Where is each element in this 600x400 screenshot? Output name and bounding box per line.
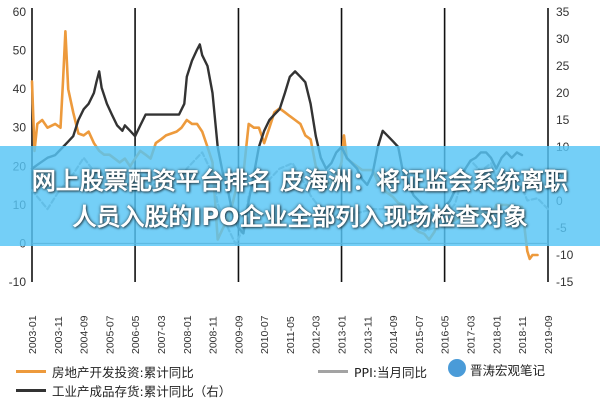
left-tick-label: 50 — [13, 44, 27, 58]
legend-swatch-ppi — [318, 370, 348, 373]
source-watermark: 晋涛宏观笔记 — [470, 363, 546, 378]
legend-label-inventory: 工业产成品存货:累计同比（右） — [52, 384, 232, 399]
right-tick-label: 30 — [556, 32, 570, 46]
x-tick-label: 2008-01 — [182, 315, 194, 354]
x-tick-label: 2017-03 — [466, 315, 478, 354]
legend-swatch-real-estate — [16, 370, 46, 373]
headline-banner[interactable]: 网上股票配资平台排名 皮海洲：将证监会系统离职 人员入股的IPO企业全部列入现场… — [0, 146, 600, 246]
x-tick-label: 2009-09 — [233, 315, 245, 354]
x-tick-label: 2018-01 — [491, 315, 503, 354]
right-tick-label: 35 — [556, 5, 570, 19]
x-tick-label: 2006-05 — [130, 315, 142, 354]
x-tick-label: 2014-09 — [388, 315, 400, 354]
x-tick-label: 2018-11 — [517, 316, 529, 354]
x-tick-label: 2015-07 — [414, 315, 426, 354]
left-tick-label: 40 — [13, 82, 27, 96]
x-tick-label: 2016-05 — [440, 315, 452, 354]
x-tick-label: 2008-11 — [208, 316, 220, 354]
right-tick-label: -15 — [556, 275, 574, 289]
x-tick-label: 2003-01 — [27, 315, 39, 354]
wechat-logo-icon — [448, 359, 466, 377]
right-tick-label: -10 — [556, 248, 574, 262]
x-tick-label: 2010-07 — [259, 315, 271, 354]
left-tick-label: -10 — [9, 275, 27, 289]
x-tick-label: 2005-07 — [104, 315, 116, 354]
x-tick-label: 2004-09 — [79, 315, 91, 354]
headline-line-2[interactable]: 人员入股的IPO企业全部列入现场检查对象 — [72, 203, 528, 231]
legend-label-ppi: PPI:当月同比 — [354, 365, 427, 380]
x-tick-label: 2003-11 — [53, 316, 65, 354]
x-tick-label: 2013-01 — [337, 315, 349, 354]
x-tick-label: 2013-11 — [362, 316, 374, 354]
left-tick-label: 30 — [13, 121, 27, 135]
legend-swatch-inventory — [16, 389, 46, 392]
right-tick-label: 15 — [556, 113, 570, 127]
x-tick-label: 2019-09 — [543, 315, 555, 354]
legend-label-real-estate: 房地产开发投资:累计同比 — [52, 365, 194, 380]
right-tick-label: 20 — [556, 86, 570, 100]
left-tick-label: 60 — [13, 5, 27, 19]
x-tick-label: 2011-05 — [285, 316, 297, 354]
x-tick-label: 2007-03 — [156, 315, 168, 354]
headline-line-1[interactable]: 网上股票配资平台排名 皮海洲：将证监会系统离职 — [31, 167, 569, 195]
x-tick-label: 2012-03 — [311, 315, 323, 354]
right-tick-label: 25 — [556, 59, 570, 73]
x-axis: 2003-01 2003-11 2004-09 2005-07 2006-05 2007-… — [27, 242, 555, 354]
